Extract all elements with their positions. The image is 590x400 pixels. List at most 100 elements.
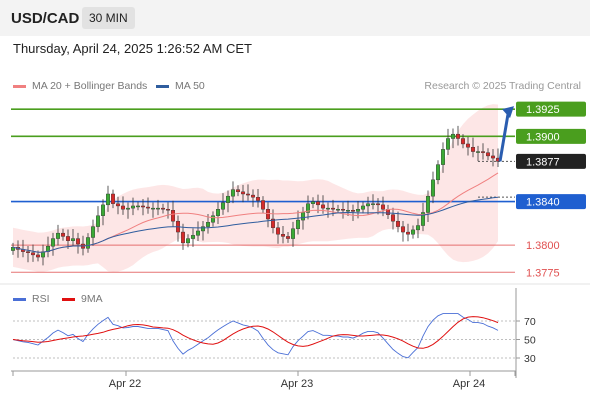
candle-body bbox=[401, 226, 406, 233]
candle-body bbox=[476, 151, 481, 153]
candle-body bbox=[220, 202, 225, 210]
candle-body bbox=[31, 252, 36, 256]
candle-body bbox=[441, 149, 446, 165]
ma20-legend-swatch bbox=[13, 84, 26, 88]
candle-body bbox=[10, 247, 15, 251]
candle-body bbox=[471, 147, 476, 152]
candle-body bbox=[150, 207, 155, 210]
price-tag-resistance-1 bbox=[516, 128, 586, 144]
candle-body bbox=[110, 193, 115, 204]
candle-body bbox=[165, 209, 170, 211]
candle-body bbox=[36, 254, 41, 258]
candle-body bbox=[326, 207, 331, 210]
candle-body bbox=[406, 231, 411, 235]
candle-body bbox=[391, 214, 396, 222]
ma50-legend-label: MA 50 bbox=[175, 80, 205, 92]
candle-body bbox=[56, 232, 61, 239]
candle-body bbox=[456, 133, 461, 139]
price-label-resistance-1: 1.3900 bbox=[526, 131, 560, 143]
candle-body bbox=[486, 152, 491, 157]
rsi-legend: RSI bbox=[13, 293, 50, 305]
ma9-legend: 9MA bbox=[62, 293, 103, 305]
price-label-support-5: 1.3775 bbox=[526, 267, 560, 279]
candle-body bbox=[346, 210, 351, 212]
candle-body bbox=[426, 195, 431, 213]
candle-body bbox=[336, 209, 341, 211]
candles-group bbox=[10, 125, 501, 266]
candle-body bbox=[371, 203, 376, 205]
ma20-legend: MA 20 + Bollinger Bands bbox=[13, 80, 147, 92]
candle-body bbox=[170, 210, 175, 222]
candle-body bbox=[185, 238, 190, 244]
copyright-text: Research © 2025 Trading Central bbox=[424, 80, 581, 92]
ma20-legend-label: MA 20 + Bollinger Bands bbox=[32, 80, 148, 92]
rsi-9ma-line bbox=[12, 316, 499, 349]
candle-body bbox=[266, 209, 271, 220]
candle-body bbox=[271, 218, 276, 228]
candle-body bbox=[75, 238, 80, 245]
candle-body bbox=[416, 225, 421, 231]
candle-body bbox=[376, 203, 381, 206]
rsi-axis-label-50: 50 bbox=[524, 335, 536, 347]
rsi-legend-swatch bbox=[13, 297, 26, 301]
candle-body bbox=[65, 236, 70, 241]
candle-body bbox=[306, 203, 311, 213]
candle-body bbox=[235, 189, 240, 193]
candle-body bbox=[115, 203, 120, 207]
candle-body bbox=[90, 226, 95, 238]
candle-body bbox=[381, 204, 386, 210]
candle-body bbox=[461, 138, 466, 145]
candle-body bbox=[210, 215, 215, 223]
candle-body bbox=[311, 201, 316, 204]
bollinger-band-area bbox=[13, 104, 498, 272]
price-label-pivot-3: 1.3840 bbox=[526, 197, 560, 209]
candle-body bbox=[411, 229, 416, 235]
candle-body bbox=[205, 222, 210, 227]
candle-body bbox=[256, 197, 261, 201]
candle-body bbox=[296, 219, 301, 229]
candle-body bbox=[215, 209, 220, 216]
candle-body bbox=[125, 207, 130, 210]
candle-body bbox=[140, 205, 145, 208]
candle-body bbox=[190, 235, 195, 239]
candle-body bbox=[466, 143, 471, 148]
symbol-label: USD/CAD bbox=[11, 10, 80, 27]
candle-body bbox=[61, 232, 66, 237]
candle-body bbox=[85, 237, 90, 249]
timeframe-button[interactable]: 30 MIN bbox=[82, 7, 135, 29]
ma50-legend-swatch bbox=[156, 84, 169, 88]
price-label-support-4: 1.3800 bbox=[526, 240, 560, 252]
candle-body bbox=[366, 203, 371, 207]
candle-body bbox=[276, 227, 281, 235]
candle-body bbox=[70, 238, 75, 241]
candle-body bbox=[331, 207, 336, 210]
candle-body bbox=[130, 205, 135, 209]
price-tag-pivot-3 bbox=[516, 194, 586, 210]
x-axis-label-1: Apr 23 bbox=[281, 378, 313, 390]
candle-body bbox=[245, 193, 250, 196]
candle-body bbox=[321, 204, 326, 209]
candle-body bbox=[356, 209, 361, 212]
projection-arrow-head bbox=[502, 106, 514, 119]
candle-body bbox=[145, 206, 150, 209]
candle-body bbox=[120, 205, 125, 210]
price-label-resistance-0: 1.3925 bbox=[526, 104, 560, 116]
candle-body bbox=[26, 251, 31, 253]
candle-body bbox=[225, 195, 230, 203]
candle-body bbox=[135, 205, 140, 208]
ma50-line bbox=[12, 196, 499, 253]
x-axis-label-0: Apr 22 bbox=[109, 378, 141, 390]
candle-body bbox=[361, 205, 366, 210]
candle-body bbox=[431, 179, 436, 197]
candle-body bbox=[250, 194, 255, 198]
candle-body bbox=[240, 191, 245, 195]
price-tag-last-price-2 bbox=[516, 153, 586, 169]
candle-body bbox=[100, 204, 105, 216]
candle-body bbox=[105, 193, 110, 206]
candle-body bbox=[51, 238, 56, 247]
candle-body bbox=[155, 207, 160, 210]
rsi-axis-label-30: 30 bbox=[524, 353, 536, 365]
candle-body bbox=[341, 209, 346, 211]
candle-body bbox=[436, 164, 441, 181]
